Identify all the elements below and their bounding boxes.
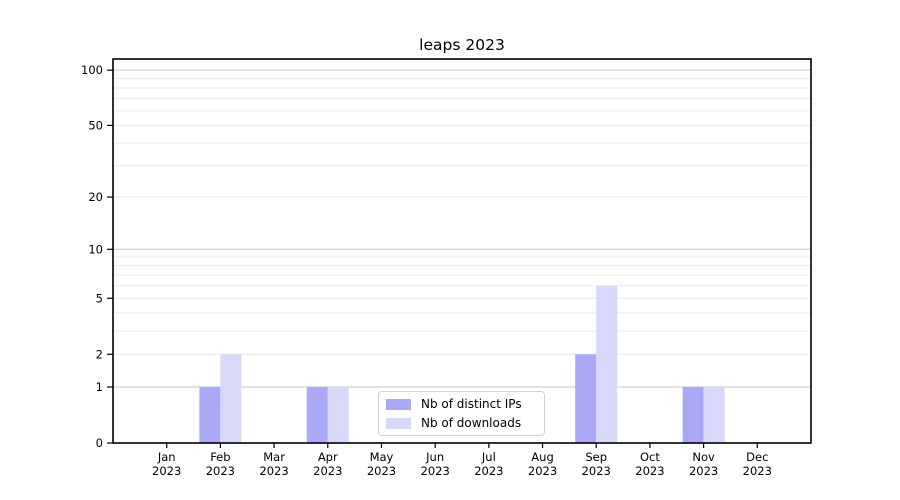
legend-label-downloads: Nb of downloads: [421, 416, 522, 430]
x-tick-label-year: 2023: [635, 464, 664, 478]
legend-swatch-distinct-ips-icon: [386, 398, 411, 410]
x-tick-label-year: 2023: [367, 464, 396, 478]
bar-nb-of-distinct-ips-feb: [199, 387, 221, 443]
bar-nb-of-distinct-ips-apr: [306, 387, 328, 443]
bar-nb-of-distinct-ips-sep: [575, 354, 597, 443]
chart-title: leaps 2023: [419, 36, 505, 54]
x-tick-label-year: 2023: [582, 464, 611, 478]
y-tick-label: 20: [88, 190, 103, 204]
y-tick-label: 10: [88, 242, 103, 256]
x-tick-label-month: Jan: [157, 450, 176, 464]
legend-item-downloads: Nb of downloads: [386, 416, 544, 430]
x-tick-label-year: 2023: [259, 464, 288, 478]
x-tick-label-month: Dec: [746, 450, 768, 464]
y-tick-label: 2: [96, 347, 103, 361]
y-tick-label: 5: [96, 291, 103, 305]
x-tick-label-month: Sep: [585, 450, 607, 464]
y-tick-label: 50: [88, 118, 103, 132]
x-tick-label-year: 2023: [689, 464, 718, 478]
legend: Nb of distinct IPs Nb of downloads: [378, 391, 545, 436]
x-tick-label-year: 2023: [421, 464, 450, 478]
legend-label-distinct-ips: Nb of distinct IPs: [421, 397, 522, 411]
x-tick-label-month: Nov: [692, 450, 715, 464]
x-tick-label-year: 2023: [528, 464, 557, 478]
x-tick-label-year: 2023: [313, 464, 342, 478]
x-tick-label-year: 2023: [152, 464, 181, 478]
x-tick-label-year: 2023: [474, 464, 503, 478]
bar-nb-of-downloads-sep: [596, 285, 618, 443]
x-tick-label-month: Aug: [531, 450, 553, 464]
legend-item-distinct-ips: Nb of distinct IPs: [386, 397, 544, 411]
x-tick-label-month: Mar: [263, 450, 285, 464]
legend-swatch-downloads-icon: [386, 417, 411, 429]
x-tick-label-month: May: [370, 450, 394, 464]
x-tick-label-month: Jun: [425, 450, 444, 464]
x-tick-label-month: Feb: [210, 450, 230, 464]
x-tick-label-year: 2023: [743, 464, 772, 478]
x-tick-label-month: Oct: [640, 450, 660, 464]
plot-border: [112, 58, 812, 444]
y-tick-label: 100: [81, 63, 103, 77]
x-tick-label-month: Jul: [481, 450, 496, 464]
x-tick-label-month: Apr: [318, 450, 338, 464]
x-tick-label-year: 2023: [206, 464, 235, 478]
y-tick-label: 0: [96, 436, 103, 450]
y-tick-label: 1: [96, 380, 103, 394]
bar-nb-of-distinct-ips-nov: [682, 387, 704, 443]
bar-nb-of-downloads-nov: [703, 387, 725, 443]
bar-nb-of-downloads-feb: [220, 354, 242, 443]
bar-nb-of-downloads-apr: [327, 387, 349, 443]
